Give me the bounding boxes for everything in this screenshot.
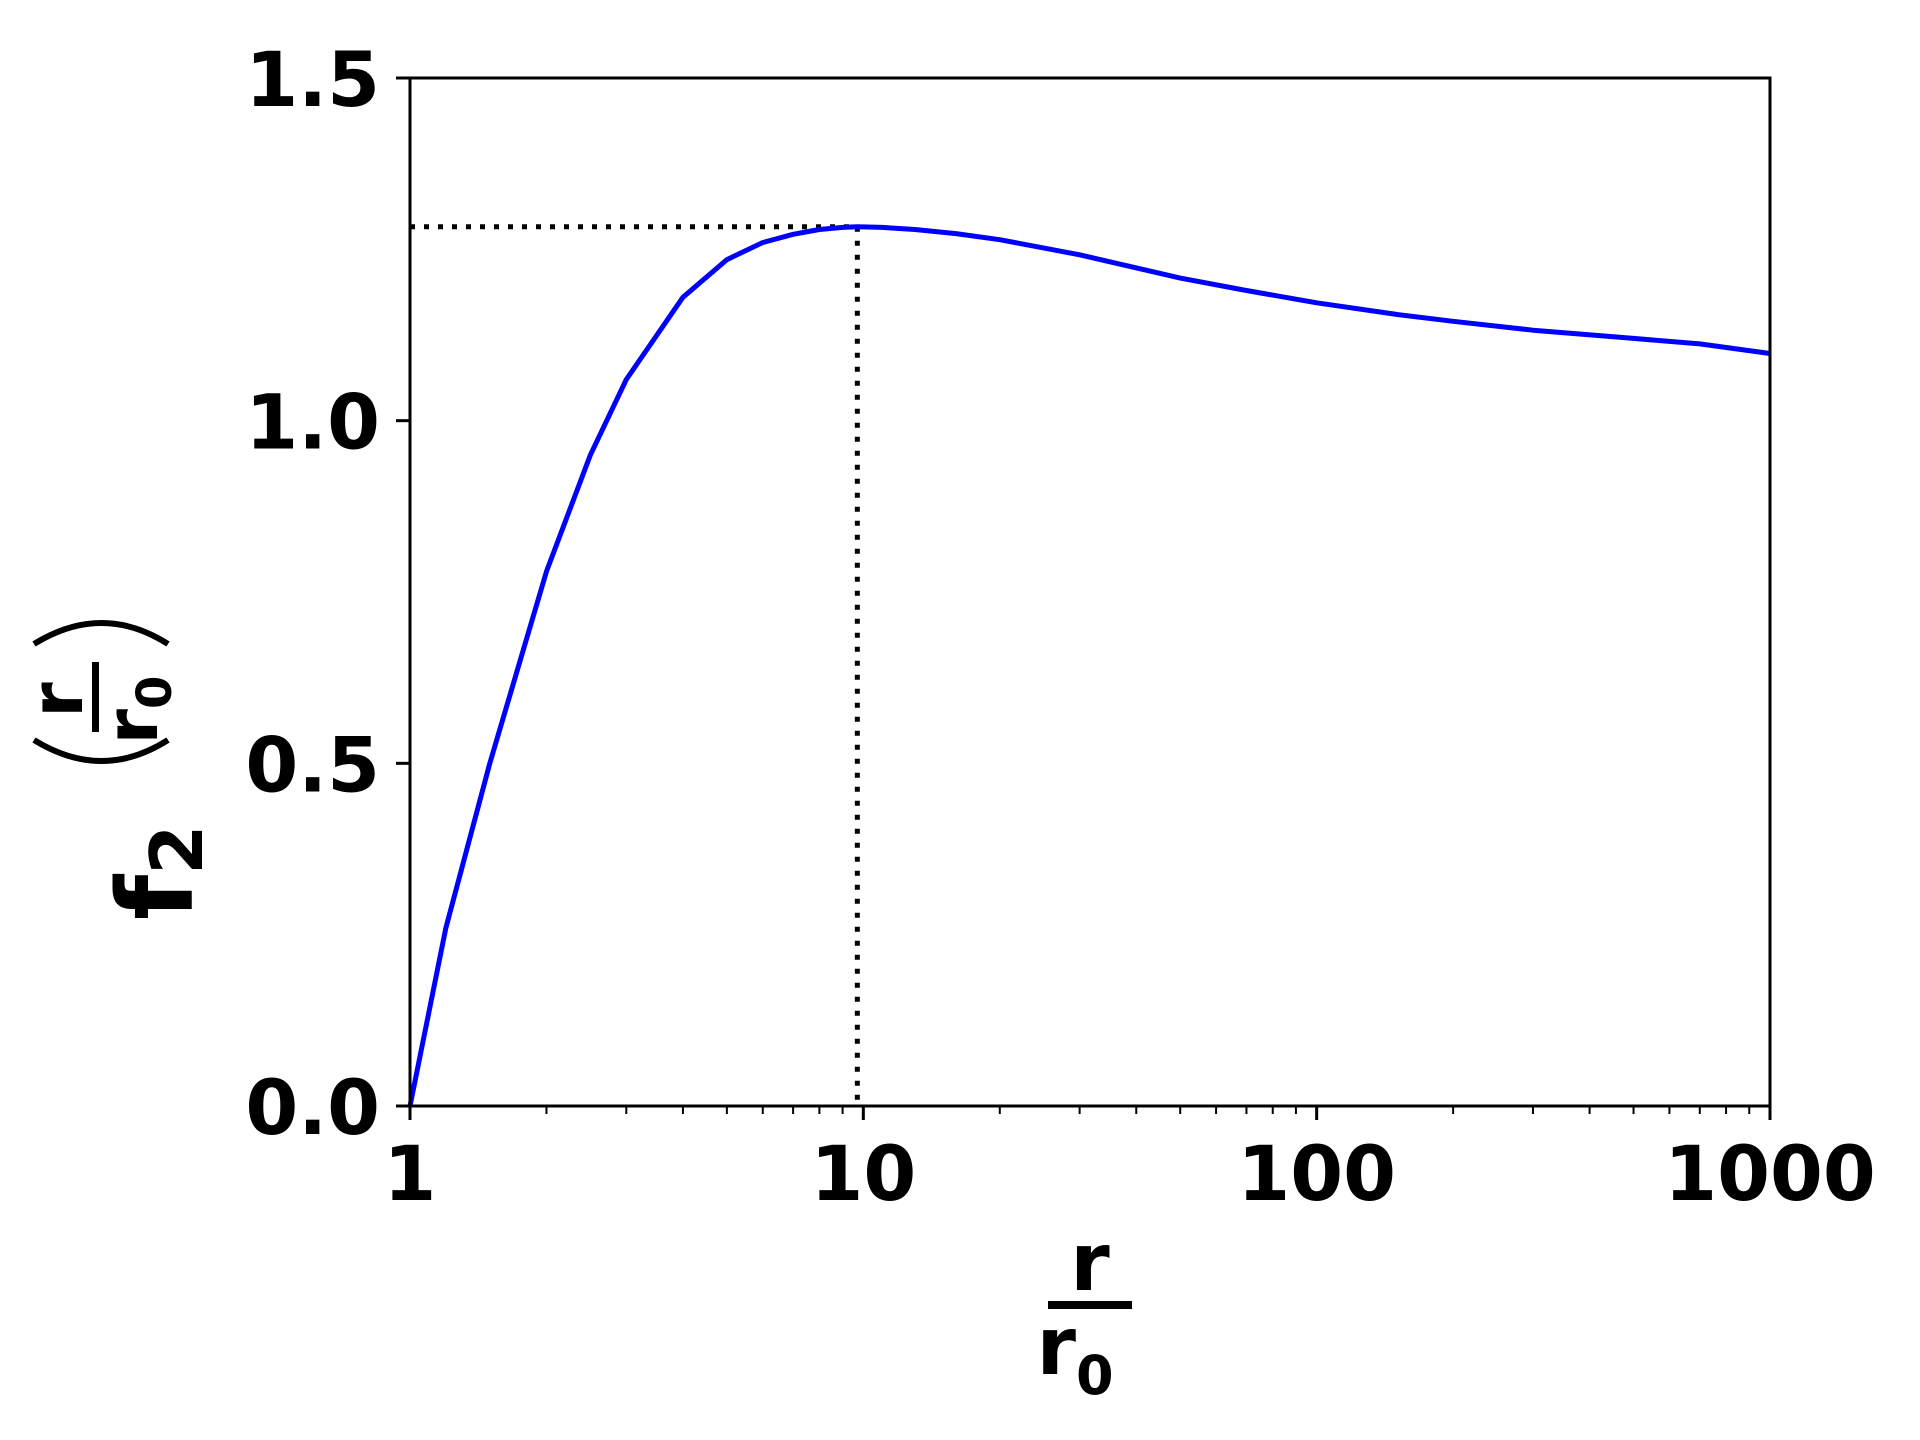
x-tick-label: 1 bbox=[384, 1129, 437, 1218]
x-axis-label-denominator: r bbox=[1036, 1300, 1076, 1393]
y-tick-label: 1.0 bbox=[245, 378, 380, 467]
series-line bbox=[407, 224, 1771, 1107]
svg-text:r0: r0 bbox=[1036, 1300, 1113, 1407]
y-axis-label-denominator-sub: 0 bbox=[127, 676, 183, 709]
plot-frame bbox=[408, 76, 1772, 1108]
y-axis-label-denominator: r bbox=[90, 708, 174, 744]
x-tick-label: 1000 bbox=[1664, 1129, 1876, 1218]
x-axis: 1 10 100 1000 bbox=[384, 1106, 1876, 1218]
y-axis-label-func-sub: 2 bbox=[135, 825, 219, 875]
y-axis-label-fraction-bar bbox=[92, 662, 99, 732]
x-axis-label: r r0 bbox=[1036, 1216, 1132, 1407]
plot-area bbox=[407, 76, 1772, 1108]
x-axis-label-numerator: r bbox=[1070, 1216, 1110, 1309]
x-axis-label-denominator-sub: 0 bbox=[1076, 1344, 1114, 1407]
x-tick-label: 10 bbox=[810, 1129, 916, 1218]
y-axis-label-func: f bbox=[95, 873, 217, 920]
y-axis-label: f2 r r0 bbox=[15, 620, 219, 920]
svg-text:f2: f2 bbox=[95, 825, 219, 920]
x-tick-label: 100 bbox=[1237, 1129, 1396, 1218]
y-axis-label-left-paren bbox=[32, 737, 170, 764]
svg-text:r0: r0 bbox=[90, 676, 183, 745]
y-axis-label-numerator: r bbox=[15, 682, 99, 718]
y-axis: 0.0 0.5 1.0 1.5 bbox=[245, 35, 410, 1152]
y-axis-label-right-paren bbox=[32, 620, 170, 647]
y-tick-label: 1.5 bbox=[245, 35, 380, 124]
y-tick-label: 0.5 bbox=[245, 720, 380, 809]
y-tick-label: 0.0 bbox=[245, 1063, 380, 1152]
x-axis-label-fraction-bar bbox=[1048, 1301, 1132, 1309]
